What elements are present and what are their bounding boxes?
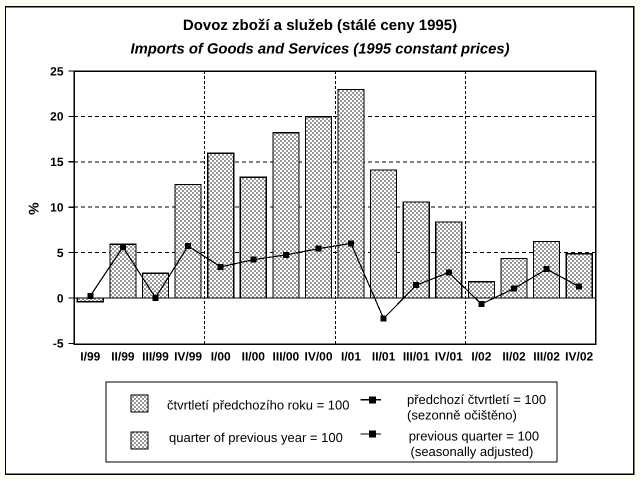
svg-text:I/01: I/01 [341, 350, 361, 364]
svg-text:%: % [25, 202, 41, 215]
svg-text:-5: -5 [53, 337, 64, 351]
svg-text:IV/99: IV/99 [174, 350, 202, 364]
svg-text:III/99: III/99 [142, 350, 169, 364]
svg-text:IV/00: IV/00 [304, 350, 332, 364]
svg-text:previous quarter = 100: previous quarter = 100 [409, 428, 539, 443]
svg-text:I/00: I/00 [211, 350, 231, 364]
svg-text:(sezonně očištěno): (sezonně očištěno) [407, 408, 517, 423]
svg-text:0: 0 [57, 291, 64, 305]
svg-text:20: 20 [50, 110, 64, 124]
svg-text:IV/01: IV/01 [435, 350, 463, 364]
svg-text:čtvrtletí předchozího roku = 1: čtvrtletí předchozího roku = 100 [167, 398, 349, 413]
svg-text:II/99: II/99 [111, 350, 135, 364]
svg-text:Dovoz zboží a služeb (stálé ce: Dovoz zboží a služeb (stálé ceny 1995) [183, 17, 457, 34]
svg-text:10: 10 [50, 201, 64, 215]
svg-text:I/02: I/02 [471, 350, 491, 364]
svg-text:15: 15 [50, 155, 64, 169]
svg-text:III/00: III/00 [273, 350, 300, 364]
svg-text:III/02: III/02 [533, 350, 560, 364]
svg-text:quarter of previous year = 100: quarter of previous year = 100 [169, 430, 343, 445]
svg-text:Imports of Goods and Services: Imports of Goods and Services (1995 cons… [130, 42, 509, 58]
svg-text:II/01: II/01 [372, 350, 396, 364]
svg-text:(seasonally adjusted): (seasonally adjusted) [411, 444, 534, 459]
svg-text:III/01: III/01 [403, 350, 430, 364]
svg-text:II/02: II/02 [502, 350, 526, 364]
svg-text:I/99: I/99 [80, 350, 100, 364]
svg-text:5: 5 [57, 246, 64, 260]
svg-text:předchozí čtvrtletí = 100: předchozí čtvrtletí = 100 [407, 392, 546, 407]
svg-text:IV/02: IV/02 [565, 350, 593, 364]
svg-text:25: 25 [50, 64, 64, 78]
svg-text:II/00: II/00 [242, 350, 266, 364]
